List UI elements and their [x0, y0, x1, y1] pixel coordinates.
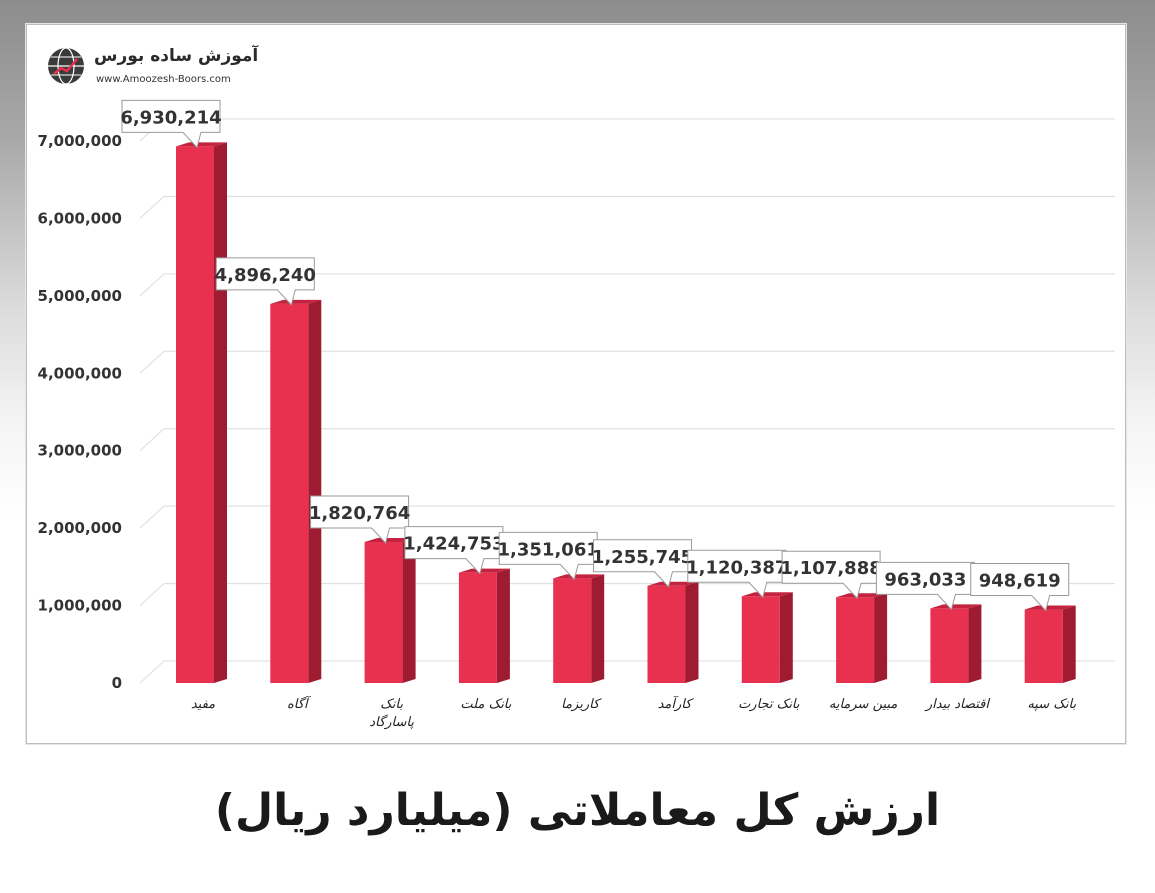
bar-side: [874, 593, 888, 683]
value-callout: [970, 563, 1070, 612]
brand-name: آموزش ساده بورس: [94, 46, 259, 66]
bar-top: [647, 581, 699, 586]
y-tick-label: 1,000,000: [38, 597, 122, 615]
data-label: 6,930,214: [120, 107, 221, 128]
bar-top: [836, 593, 888, 598]
y-tick-label: 0: [112, 674, 122, 692]
data-label: 4,896,240: [215, 265, 316, 286]
bar-side: [779, 592, 793, 683]
bar-top: [930, 604, 982, 609]
bar-side: [1062, 605, 1076, 683]
bar-side: [214, 142, 227, 683]
x-tick-label: مبین سرمایه: [829, 697, 897, 712]
x-tick-label: بانک سپه: [1027, 697, 1076, 712]
x-tick-label: کارآمد: [658, 695, 695, 712]
bar-top: [741, 592, 793, 597]
bar-side: [968, 604, 982, 683]
brand-logo: آموزش ساده بورس www.Amoozesh-Boors.com: [46, 44, 258, 96]
bar-side: [308, 299, 322, 683]
x-tick-label: کاریزما: [561, 697, 602, 712]
value-callout: [593, 539, 692, 588]
x-tick-label: آگاه: [287, 695, 312, 712]
y-tick-label: 7,000,000: [38, 132, 122, 150]
data-label: 1,107,888: [780, 558, 881, 579]
gridline: [139, 195, 1115, 219]
bar-top: [458, 568, 510, 573]
bar-top: [176, 142, 227, 147]
bar: [1024, 609, 1063, 683]
x-tick-label: اقتصاد بیدار: [924, 697, 991, 712]
bar-side: [591, 574, 605, 683]
gridline: [139, 505, 1115, 529]
gridline: [139, 273, 1115, 297]
bar: [270, 303, 309, 683]
bar: [836, 597, 875, 683]
data-label: 1,424,753: [403, 534, 504, 555]
data-label: 948,619: [979, 571, 1061, 592]
bar-side: [402, 538, 416, 683]
brand-website: www.Amoozesh-Boors.com: [96, 74, 231, 85]
data-label: 1,120,387: [686, 557, 787, 578]
data-label: 963,033: [884, 569, 966, 590]
data-label: 1,820,764: [309, 503, 410, 524]
bar-top: [364, 538, 416, 543]
bar: [364, 542, 403, 683]
y-tick-label: 2,000,000: [38, 519, 122, 537]
y-tick-label: 4,000,000: [38, 364, 122, 382]
data-label: 1,255,745: [592, 547, 693, 568]
y-tick-label: 3,000,000: [38, 442, 122, 460]
x-tick-label: بانک تجارت: [738, 697, 800, 712]
bar-side: [496, 568, 510, 683]
data-label: 1,351,061: [498, 539, 599, 560]
bar: [930, 608, 969, 683]
value-callout: [310, 495, 410, 545]
gridline: [139, 350, 1115, 374]
gridline: [139, 118, 1115, 142]
gridline: [139, 428, 1115, 452]
bar: [647, 585, 686, 683]
value-callout: [121, 99, 221, 149]
y-tick-label: 6,000,000: [38, 209, 122, 227]
x-tick-label: بانک پاسارگاد: [369, 697, 414, 730]
bar-top: [553, 574, 605, 579]
bar: [553, 578, 592, 683]
bar-top: [270, 299, 322, 304]
bar-top: [1024, 605, 1076, 610]
value-callout: [498, 531, 598, 581]
y-tick-label: 5,000,000: [38, 287, 122, 305]
bar: [176, 146, 214, 683]
x-tick-label: مفید: [191, 697, 215, 712]
value-callout: [215, 257, 315, 306]
gridline: [139, 660, 1115, 684]
globe-chart-icon: [48, 47, 84, 85]
x-tick-label: بانک ملت: [460, 697, 511, 712]
chart-title: ارزش کل معاملاتی (میلیارد ریال): [214, 785, 941, 836]
value-callout: [781, 550, 881, 600]
bar: [458, 572, 497, 683]
bar-side: [685, 581, 699, 683]
bar: [741, 596, 780, 683]
